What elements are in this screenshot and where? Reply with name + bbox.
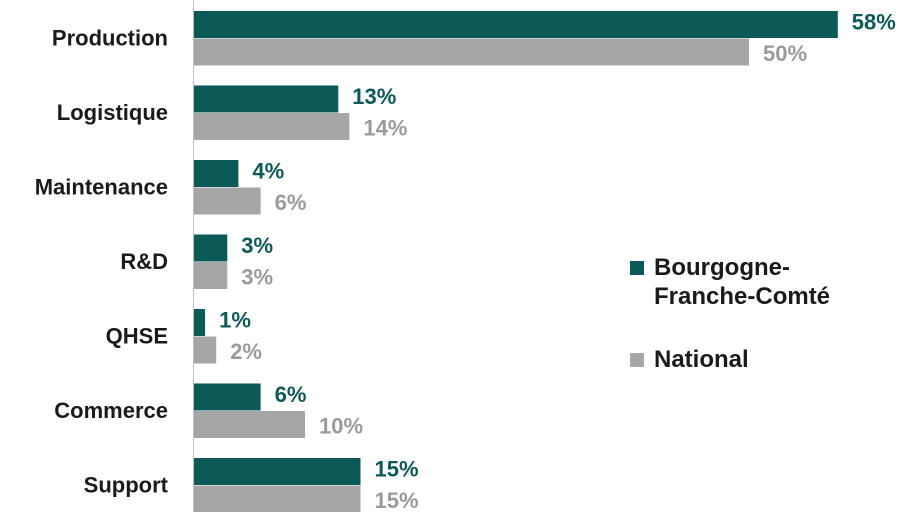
legend-item: Bourgogne-Franche-Comté bbox=[630, 253, 854, 311]
legend-swatch bbox=[630, 261, 644, 275]
value-label: 13% bbox=[352, 84, 396, 109]
legend-item: National bbox=[630, 345, 854, 374]
value-label: 10% bbox=[319, 414, 363, 439]
bar bbox=[194, 383, 261, 411]
bar bbox=[194, 309, 206, 336]
value-label: 15% bbox=[375, 457, 419, 482]
bar bbox=[194, 336, 217, 364]
bar bbox=[194, 85, 339, 113]
category-label: R&D bbox=[120, 249, 168, 274]
legend-swatch bbox=[630, 353, 644, 367]
value-label: 4% bbox=[252, 159, 284, 184]
value-label: 58% bbox=[852, 10, 896, 35]
category-label: Production bbox=[52, 25, 168, 50]
category-label: Support bbox=[84, 472, 169, 497]
value-label: 3% bbox=[241, 233, 273, 258]
bar bbox=[194, 187, 261, 215]
bar bbox=[194, 113, 350, 140]
value-label: 6% bbox=[275, 382, 307, 407]
value-label: 2% bbox=[230, 339, 262, 364]
legend-label: Bourgogne-Franche-Comté bbox=[654, 254, 831, 310]
value-label: 1% bbox=[219, 308, 251, 333]
bar bbox=[194, 411, 305, 438]
bar bbox=[194, 458, 361, 485]
bar bbox=[194, 262, 228, 289]
value-label: 50% bbox=[763, 41, 807, 66]
category-label: Commerce bbox=[54, 398, 168, 423]
value-label: 14% bbox=[363, 116, 407, 141]
bar bbox=[194, 234, 228, 262]
bar bbox=[194, 38, 749, 66]
category-label: Logistique bbox=[57, 100, 168, 125]
value-label: 3% bbox=[241, 265, 273, 290]
category-label: QHSE bbox=[106, 323, 168, 348]
bar bbox=[194, 485, 361, 512]
value-label: 6% bbox=[275, 190, 307, 215]
bar bbox=[194, 11, 838, 38]
category-label: Maintenance bbox=[35, 174, 168, 199]
value-label: 15% bbox=[375, 488, 419, 512]
legend-label: National bbox=[654, 346, 749, 373]
bar bbox=[194, 160, 239, 187]
